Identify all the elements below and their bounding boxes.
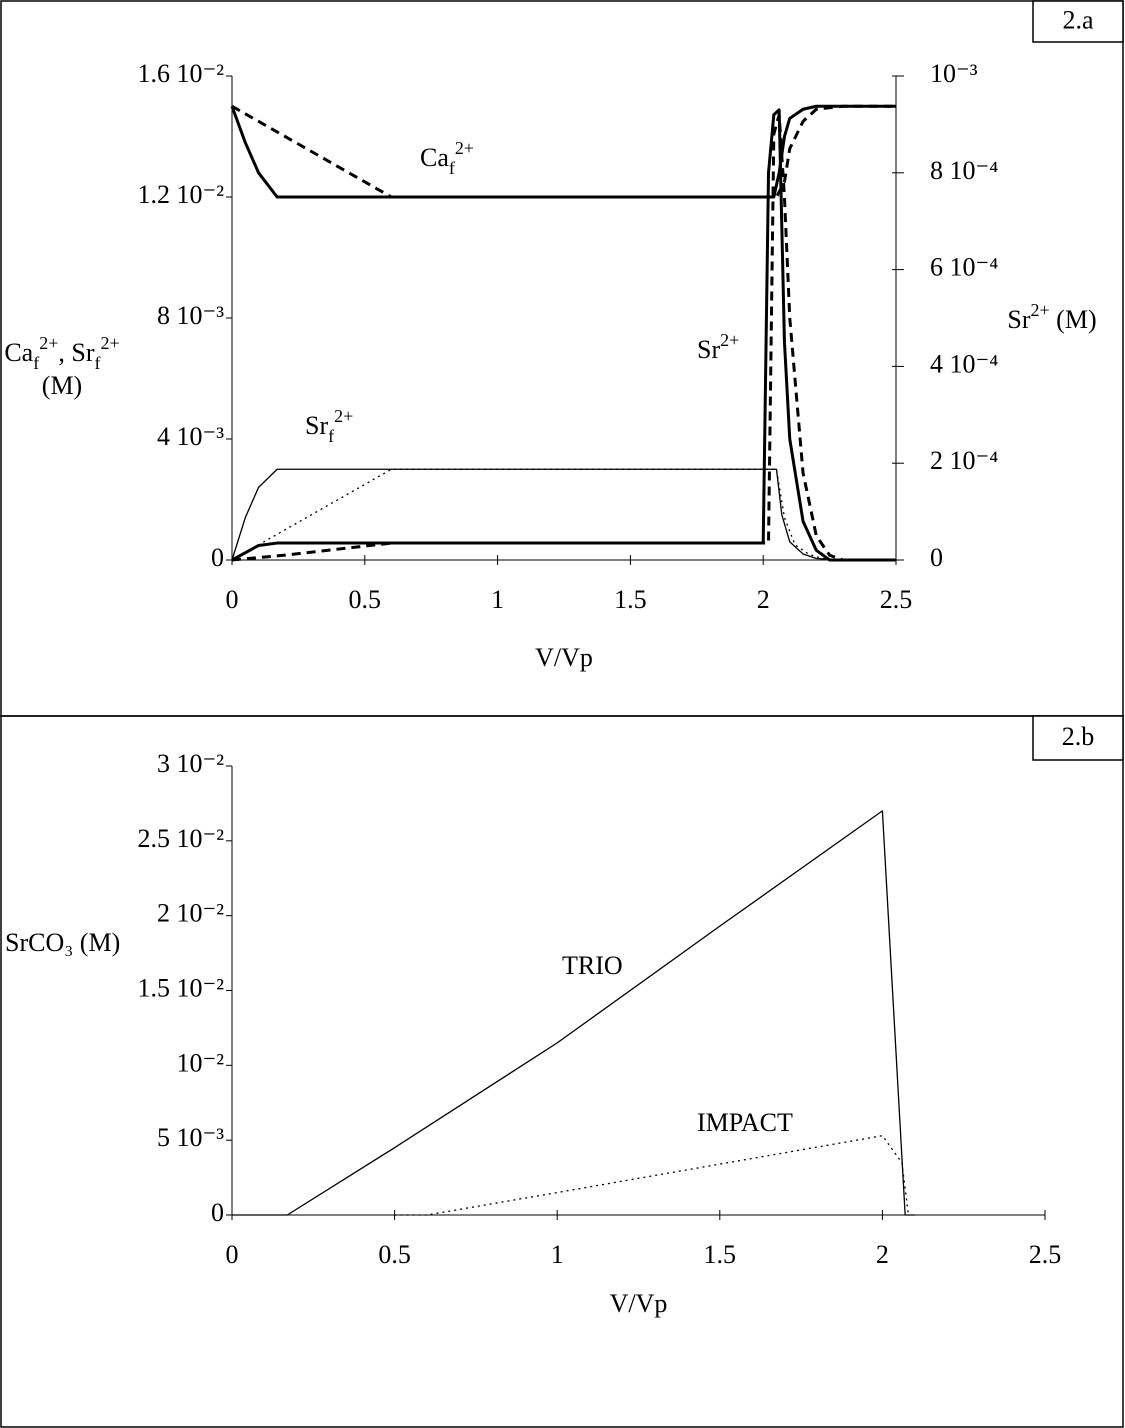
data-line bbox=[231, 468, 896, 561]
text-part: Ca bbox=[420, 143, 449, 172]
panel-frame bbox=[0, 715, 1124, 1428]
data-line bbox=[232, 810, 915, 1216]
y2-tick-label: 0 bbox=[930, 543, 943, 572]
x-tick-label: 1 bbox=[551, 1240, 564, 1269]
annotation: Sr2+ bbox=[697, 330, 739, 364]
text-part: Ca bbox=[4, 338, 33, 367]
panel-label: 2.b bbox=[1062, 722, 1095, 751]
y-tick-label: 8 10⁻³ bbox=[157, 301, 224, 330]
y-axis-label: SrCO₃ (M) bbox=[5, 928, 120, 957]
data-line bbox=[394, 1135, 910, 1216]
superscript: 2+ bbox=[39, 333, 58, 353]
text-part: TRIO bbox=[562, 951, 623, 980]
data-line bbox=[231, 108, 896, 562]
y2-tick-label: 6 10⁻⁴ bbox=[930, 253, 998, 282]
y2-axis-label: Sr2+ (M) bbox=[1007, 300, 1096, 334]
x-tick-label: 2 bbox=[876, 1240, 889, 1269]
y-tick-label: 0 bbox=[211, 543, 224, 572]
superscript: 2+ bbox=[334, 406, 353, 426]
text-part: Sr bbox=[305, 411, 328, 440]
annotation: Srf2+ bbox=[305, 406, 353, 446]
panel-label: 2.a bbox=[1062, 5, 1094, 34]
data-line bbox=[231, 104, 896, 199]
annotation: TRIO bbox=[562, 951, 623, 980]
y-tick-label: 2.5 10⁻² bbox=[137, 824, 224, 853]
x-tick-label: 2 bbox=[757, 585, 770, 614]
subscript: f bbox=[33, 353, 39, 373]
x-tick-label: 2.5 bbox=[1029, 1240, 1062, 1269]
annotation: IMPACT bbox=[697, 1108, 793, 1137]
text-part: IMPACT bbox=[697, 1108, 793, 1137]
y-tick-label: 10⁻² bbox=[176, 1048, 224, 1077]
y-tick-label: 1.5 10⁻² bbox=[137, 973, 224, 1002]
y-tick-label: 4 10⁻³ bbox=[157, 422, 224, 451]
y2-tick-label: 10⁻³ bbox=[930, 59, 978, 88]
subscript: f bbox=[449, 158, 455, 178]
superscript: 2+ bbox=[1031, 300, 1050, 320]
y-tick-label: 1.2 10⁻² bbox=[137, 180, 224, 209]
x-tick-label: 0 bbox=[226, 1240, 239, 1269]
y-axis-label: (M) bbox=[42, 371, 82, 400]
y-tick-label: 5 10⁻³ bbox=[157, 1123, 224, 1152]
text-part: (M) bbox=[42, 371, 82, 400]
text-part: Sr bbox=[1007, 305, 1030, 334]
superscript: 2+ bbox=[720, 330, 739, 350]
text-part: , Sr bbox=[58, 338, 94, 367]
x-tick-label: 0.5 bbox=[349, 585, 382, 614]
subscript: f bbox=[95, 353, 101, 373]
panel-label-box bbox=[1032, 715, 1124, 761]
text-part: Sr bbox=[697, 335, 720, 364]
x-tick-label: 0 bbox=[226, 585, 239, 614]
x-tick-label: 1.5 bbox=[704, 1240, 737, 1269]
subscript: f bbox=[328, 426, 334, 446]
x-tick-label: 1 bbox=[491, 585, 504, 614]
y2-tick-label: 2 10⁻⁴ bbox=[930, 446, 998, 475]
y-tick-label: 0 bbox=[211, 1198, 224, 1227]
superscript: 2+ bbox=[101, 333, 120, 353]
y2-tick-label: 4 10⁻⁴ bbox=[930, 349, 998, 378]
annotation: Caf2+ bbox=[420, 138, 474, 178]
superscript: 2+ bbox=[455, 138, 474, 158]
x-tick-label: 2.5 bbox=[880, 585, 913, 614]
y-tick-label: 3 10⁻² bbox=[157, 749, 224, 778]
text-part: SrCO₃ (M) bbox=[5, 928, 120, 957]
x-tick-label: 1.5 bbox=[614, 585, 647, 614]
y2-tick-label: 8 10⁻⁴ bbox=[930, 156, 998, 185]
panel-label-box bbox=[1032, 0, 1124, 43]
y-axis-label: Caf2+, Srf2+ bbox=[4, 333, 119, 373]
x-axis-label: V/Vp bbox=[535, 643, 593, 672]
data-line bbox=[230, 104, 896, 199]
data-line bbox=[231, 113, 896, 562]
x-tick-label: 0.5 bbox=[378, 1240, 411, 1269]
y-tick-label: 2 10⁻² bbox=[157, 899, 224, 928]
y-tick-label: 1.6 10⁻² bbox=[137, 59, 224, 88]
text-part: (M) bbox=[1050, 305, 1097, 334]
x-axis-label: V/Vp bbox=[610, 1289, 668, 1318]
